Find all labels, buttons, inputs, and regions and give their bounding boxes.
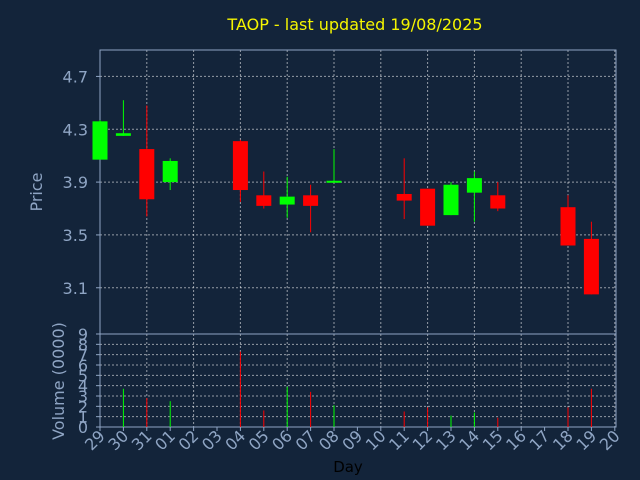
candle-body: [279, 196, 295, 205]
candle-body: [443, 184, 459, 216]
price-axis-ticks: 4.7 4.3 3.9 3.5 3.1: [63, 67, 100, 298]
volume-tick-label: 5: [78, 366, 88, 385]
price-gridlines: [99, 50, 616, 334]
day-axis-label: Day: [333, 458, 363, 476]
candle-body: [162, 160, 178, 183]
volume-axis-label: Volume (0000): [49, 322, 68, 440]
candle-07: [303, 184, 319, 233]
candle-31: [139, 105, 155, 217]
price-tick-label: 4.3: [63, 120, 88, 139]
price-tick-label: 3.9: [63, 173, 88, 192]
day-axis-ticks: 2930310102030405060708091011121314151617…: [81, 426, 624, 454]
candle-body: [466, 178, 482, 193]
volume-gridlines: [99, 333, 616, 428]
candle-14: [466, 171, 482, 222]
price-panel-frame: [99, 49, 617, 335]
candlestick-series: [92, 100, 599, 295]
candle-06: [279, 176, 295, 218]
volume-tick-label: 6: [78, 356, 88, 375]
price-tick-label: 4.7: [63, 67, 88, 86]
candle-13: [443, 182, 459, 216]
candle-body: [420, 188, 436, 226]
volume-tick-label: 8: [78, 335, 88, 354]
day-tick-label: 20: [596, 426, 624, 454]
volume-tick-label: 9: [78, 325, 88, 344]
volume-series: [122, 351, 592, 427]
volume-panel-frame: [99, 333, 617, 428]
candle-30: [115, 100, 131, 136]
candle-body: [490, 195, 506, 209]
candle-18: [560, 195, 576, 246]
volume-tick-label: 4: [78, 377, 88, 396]
candle-body: [303, 195, 319, 206]
candle-08: [326, 149, 342, 183]
candle-body: [256, 195, 272, 206]
candle-body: [560, 207, 576, 246]
volume-tick-label: 3: [78, 387, 88, 406]
candle-body: [139, 149, 155, 200]
candle-body: [92, 121, 108, 160]
volume-tick-label: 0: [78, 418, 88, 437]
chart-title: TAOP - last updated 19/08/2025: [226, 15, 482, 34]
candle-29: [92, 120, 108, 160]
candle-01: [162, 158, 178, 191]
volume-tick-label: 2: [78, 397, 88, 416]
candle-body: [326, 180, 342, 183]
price-axis-label: Price: [27, 172, 46, 211]
candle-05: [256, 171, 272, 209]
volume-tick-label: 1: [78, 408, 88, 427]
candle-04: [232, 139, 248, 202]
candle-11: [396, 158, 412, 220]
price-tick-label: 3.1: [63, 279, 88, 298]
candle-body: [396, 193, 412, 201]
candle-19: [583, 221, 599, 295]
candle-15: [490, 182, 506, 212]
candle-body: [583, 238, 599, 295]
candle-body: [232, 141, 248, 191]
candle-12: [420, 188, 436, 226]
volume-tick-label: 7: [78, 346, 88, 365]
candle-body: [115, 133, 131, 136]
price-tick-label: 3.5: [63, 226, 88, 245]
